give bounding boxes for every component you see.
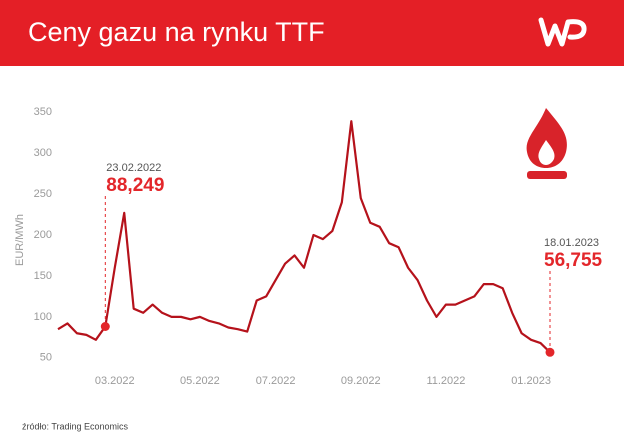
data-line [57, 120, 551, 354]
x-tick-label: 05.2022 [180, 375, 220, 387]
logo [538, 17, 587, 47]
x-tick-label: 09.2022 [341, 375, 381, 387]
x-tick-label: 03.2022 [95, 375, 135, 387]
annotation-value: 88,249 [106, 175, 164, 196]
source-note: źródło: Trading Economics [22, 421, 129, 431]
point-marker [100, 321, 110, 331]
point-marker [545, 347, 555, 357]
header-band [0, 0, 624, 66]
y-tick-label: 200 [34, 229, 52, 241]
x-tick-label: 07.2022 [256, 375, 296, 387]
y-tick-label: 250 [34, 188, 52, 200]
chart-title: Ceny gazu na rynku TTF [28, 17, 325, 47]
annotation-date: 23.02.2022 [106, 162, 161, 174]
x-tick-label: 01.2023 [511, 375, 551, 387]
y-tick-label: 150 [34, 270, 52, 282]
x-tick-label: 11.2022 [426, 375, 465, 387]
flame-icon [526, 108, 567, 179]
y-tick-label: 100 [34, 311, 52, 323]
y-axis-label: EUR/MWh [14, 214, 26, 266]
y-tick-label: 50 [40, 352, 52, 364]
y-tick-label: 300 [34, 147, 52, 159]
annotation-value: 56,755 [544, 250, 603, 271]
annotation-date: 18.01.2023 [544, 237, 599, 249]
y-tick-label: 350 [34, 106, 52, 118]
